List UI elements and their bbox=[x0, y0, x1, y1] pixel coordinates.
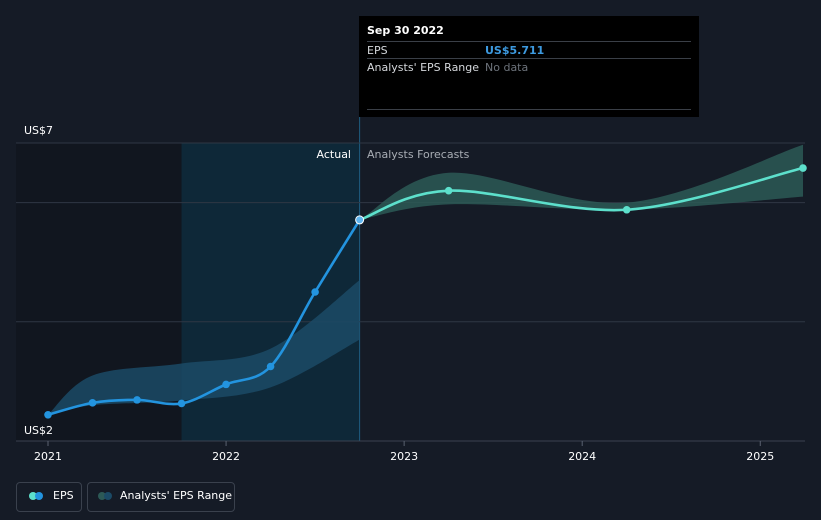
tooltip: Sep 30 2022 EPS US$5.711 Analysts' EPS R… bbox=[359, 16, 699, 117]
eps-point-actual[interactable] bbox=[88, 399, 97, 407]
tooltip-eps-key: EPS bbox=[367, 44, 388, 57]
legend-item-eps[interactable]: EPS bbox=[16, 482, 82, 512]
eps-point-actual[interactable] bbox=[355, 215, 365, 225]
x-tick-label: 2023 bbox=[390, 450, 418, 463]
x-tick-label: 2021 bbox=[34, 450, 62, 463]
eps-point-actual[interactable] bbox=[311, 288, 319, 296]
eps-legend-swatch-icon bbox=[29, 492, 43, 500]
y-axis-top-label: US$7 bbox=[24, 124, 53, 137]
eps-point-forecast[interactable] bbox=[444, 186, 453, 195]
x-tick-label: 2024 bbox=[568, 450, 596, 463]
x-tick-label: 2022 bbox=[212, 450, 240, 463]
eps-point-actual[interactable] bbox=[133, 396, 141, 404]
legend-eps-range-label: Analysts' EPS Range bbox=[120, 489, 233, 502]
eps-point-actual[interactable] bbox=[222, 380, 230, 389]
tooltip-eps-value: US$5.711 bbox=[485, 44, 545, 57]
legend-eps-label: EPS bbox=[53, 489, 74, 502]
forecast-region-label: Analysts Forecasts bbox=[367, 148, 470, 161]
y-axis-bottom-label: US$2 bbox=[24, 424, 53, 437]
eps-point-actual[interactable] bbox=[266, 362, 275, 371]
eps-range-area-forecast bbox=[359, 144, 803, 220]
legend-item-eps-range[interactable]: Analysts' EPS Range bbox=[87, 482, 235, 512]
tooltip-row-range: Analysts' EPS Range No data bbox=[367, 58, 691, 76]
tooltip-range-value: No data bbox=[485, 61, 529, 74]
eps-point-actual[interactable] bbox=[177, 399, 186, 408]
x-tick-label: 2025 bbox=[746, 450, 774, 463]
range-legend-swatch-icon bbox=[98, 492, 112, 500]
eps-point-actual[interactable] bbox=[44, 410, 52, 419]
actual-region-label: Actual bbox=[317, 148, 351, 161]
eps-point-forecast[interactable] bbox=[622, 205, 631, 214]
eps-line-forecast bbox=[358, 166, 805, 222]
eps-point-forecast[interactable] bbox=[799, 164, 807, 172]
tooltip-range-key: Analysts' EPS Range bbox=[367, 61, 480, 74]
eps-range-area-past bbox=[48, 280, 360, 415]
tooltip-date: Sep 30 2022 bbox=[367, 24, 444, 37]
tooltip-divider bbox=[367, 109, 691, 110]
tooltip-row-eps: EPS US$5.711 bbox=[367, 41, 691, 59]
